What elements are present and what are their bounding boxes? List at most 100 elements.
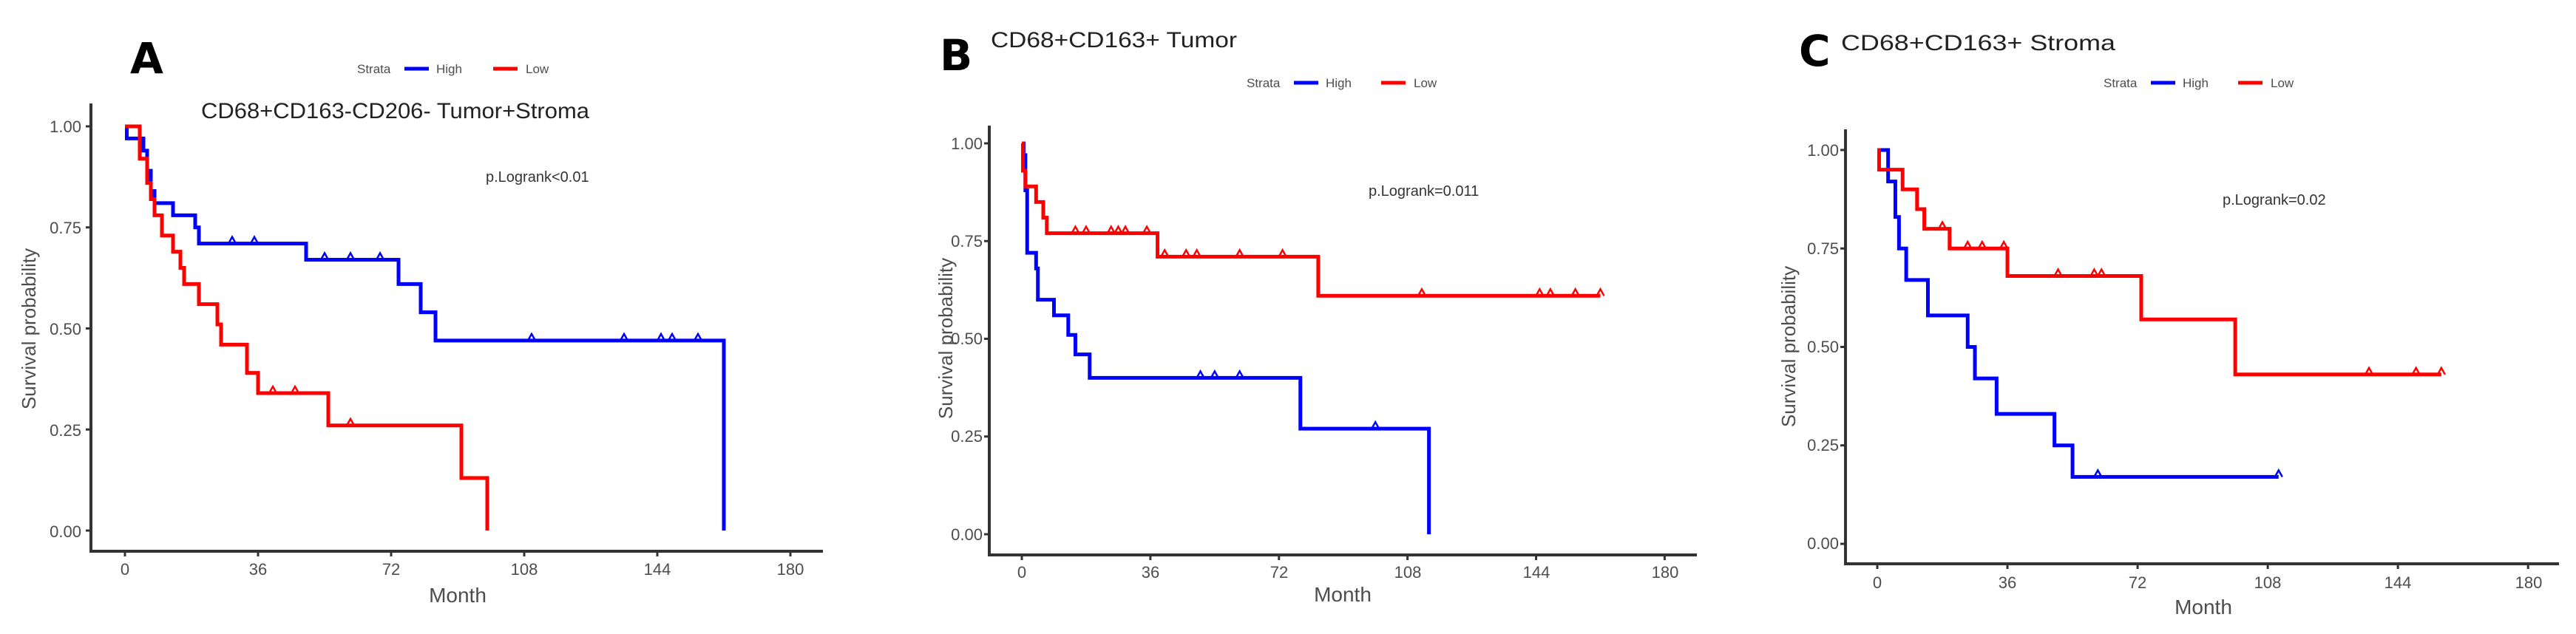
plot-area-b (984, 126, 1697, 560)
censor-mark-icon (1278, 248, 1287, 258)
legend-high-label: High (1326, 76, 1352, 90)
svg-text:36: 36 (1142, 563, 1159, 582)
svg-text:0.25: 0.25 (951, 427, 983, 446)
censor-mark-icon (268, 384, 278, 394)
legend-title: Strata (2104, 76, 2138, 90)
svg-text:0.25: 0.25 (1807, 436, 1839, 454)
svg-text:36: 36 (249, 560, 267, 579)
censor-mark-icon (1106, 225, 1116, 234)
censor-mark-icon (619, 332, 629, 341)
svg-text:0.75: 0.75 (951, 232, 983, 250)
censor-mark-icon (319, 250, 330, 261)
censor-mark-icon (290, 384, 300, 394)
censor-mark-icon (1192, 248, 1201, 258)
censor-mark-icon (1371, 420, 1380, 429)
svg-text:0: 0 (1873, 573, 1882, 592)
legend-title: Strata (1247, 76, 1281, 90)
svg-text:108: 108 (1394, 563, 1422, 582)
plot-area-a (86, 103, 823, 556)
svg-text:0.00: 0.00 (1807, 534, 1839, 553)
censor-mark-icon (667, 332, 677, 341)
plot-area-c (1840, 129, 2559, 569)
y-tick-labels-a: 1.00 0.75 0.50 0.25 0.00 (50, 117, 81, 541)
censor-mark-icon (1596, 287, 1605, 296)
survival-curve-high (1021, 141, 1431, 534)
censor-mark-icon (1071, 225, 1080, 234)
censor-mark-icon (1545, 287, 1555, 296)
panel-letter-a: A (130, 33, 163, 83)
x-axis-title-c: Month (2175, 596, 2232, 618)
censor-mark-icon (1160, 248, 1170, 258)
svg-text:72: 72 (382, 560, 400, 579)
panel-letter-b: B (940, 30, 972, 81)
censor-mark-icon (1114, 225, 1123, 234)
censor-mark-icon (2097, 267, 2106, 277)
survival-curve-low (1877, 148, 2441, 377)
pvalue-a: p.Logrank<0.01 (486, 169, 589, 185)
plot-title-b: CD68+CD163+ Tumor (991, 28, 1237, 52)
censor-mark-icon (375, 250, 385, 261)
svg-text:0: 0 (1017, 563, 1026, 582)
censor-mark-icon (1182, 248, 1191, 258)
svg-text:72: 72 (2129, 573, 2146, 592)
legend-low-label: Low (2271, 76, 2294, 90)
panel-b: B CD68+CD163+ Tumor Strata High Low p.Lo… (843, 0, 1715, 634)
km-plot-a: A Strata High Low CD68+CD163-CD206- Tumo… (18, 33, 823, 607)
censor-mark-icon (2053, 267, 2063, 277)
plot-title-a: CD68+CD163-CD206- Tumor+Stroma (201, 99, 589, 123)
svg-text:144: 144 (1523, 563, 1550, 582)
svg-text:1.00: 1.00 (1807, 141, 1839, 160)
censor-mark-icon (2089, 267, 2099, 277)
x-tick-labels-c: 0 36 72 108 144 180 (1873, 573, 2542, 592)
svg-text:0.25: 0.25 (50, 421, 81, 440)
censor-mark-icon (345, 417, 356, 426)
censor-mark-icon (1963, 239, 1973, 249)
censor-mark-icon (2436, 366, 2446, 375)
y-axis-title-c: Survival probability (1777, 266, 1800, 427)
survival-curve-high (1877, 148, 2279, 479)
svg-text:0.50: 0.50 (50, 320, 81, 338)
pvalue-c: p.Logrank=0.02 (2223, 192, 2326, 208)
censor-mark-icon (693, 332, 703, 341)
censor-mark-icon (2093, 468, 2103, 477)
svg-text:144: 144 (644, 560, 671, 579)
censor-mark-icon (1235, 369, 1244, 379)
km-plot-c: C CD68+CD163+ Stroma Strata High Low p.L… (1777, 26, 2559, 618)
x-tick-labels-b: 0 36 72 108 144 180 (1017, 563, 1678, 582)
censor-mark-icon (2364, 366, 2374, 375)
censor-mark-icon (1417, 287, 1427, 296)
censor-mark-icon (227, 235, 237, 245)
legend-low-label: Low (1414, 76, 1437, 90)
censor-mark-icon (1570, 287, 1580, 296)
svg-text:1.00: 1.00 (951, 134, 983, 153)
svg-text:0: 0 (121, 560, 129, 579)
censor-mark-icon (1999, 239, 2009, 249)
svg-text:1.00: 1.00 (50, 117, 81, 136)
pvalue-b: p.Logrank=0.011 (1369, 183, 1479, 200)
svg-text:72: 72 (1270, 563, 1288, 582)
censor-mark-icon (1081, 225, 1091, 234)
censor-mark-icon (2411, 366, 2421, 375)
svg-text:180: 180 (777, 560, 804, 579)
panel-c: C CD68+CD163+ Stroma Strata High Low p.L… (1715, 0, 2576, 634)
censor-mark-icon (1142, 225, 1152, 234)
censor-mark-icon (249, 235, 260, 245)
survival-curve-high (125, 124, 726, 531)
svg-text:108: 108 (511, 560, 538, 579)
survival-curve-low (125, 124, 489, 531)
svg-text:0.00: 0.00 (50, 522, 81, 541)
y-axis-title-b: Survival probability (935, 258, 957, 419)
svg-text:144: 144 (2385, 573, 2412, 592)
plot-title-c: CD68+CD163+ Stroma (1841, 31, 2115, 55)
censor-mark-icon (345, 250, 356, 261)
legend-a: Strata High Low (357, 62, 549, 76)
x-axis-title-b: Month (1314, 583, 1372, 606)
censor-mark-icon (656, 332, 666, 341)
panel-letter-c: C (1799, 26, 1831, 76)
censor-mark-icon (1977, 239, 1987, 249)
legend-b: Strata High Low (1247, 76, 1437, 90)
censor-mark-icon (2274, 468, 2283, 477)
svg-text:36: 36 (1999, 573, 2016, 592)
svg-text:0.50: 0.50 (951, 330, 983, 348)
svg-text:180: 180 (1652, 563, 1679, 582)
